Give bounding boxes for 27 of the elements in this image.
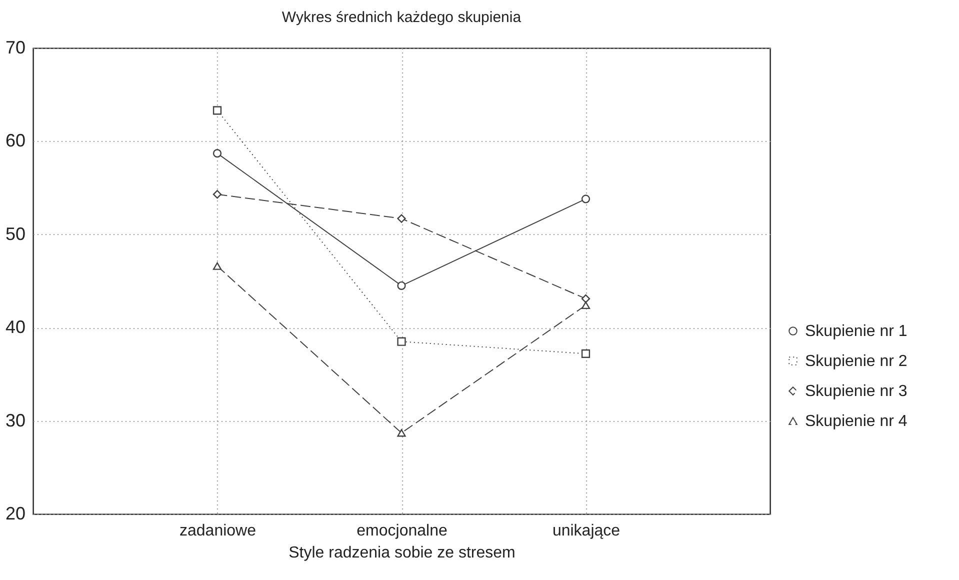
legend-label: Skupienie nr 2 (805, 353, 908, 370)
legend-label: Skupienie nr 3 (805, 383, 908, 400)
legend-label: Skupienie nr 1 (805, 323, 908, 340)
point (581, 294, 590, 304)
x-tick-label: emocjonalne (356, 522, 448, 540)
point (581, 349, 590, 358)
x-tick-label: zadaniowe (180, 522, 256, 540)
point (397, 281, 406, 290)
y-tick-label: 30 (5, 410, 26, 430)
x-axis-title: Style radzenia sobie ze stresem (288, 544, 516, 562)
point (212, 149, 222, 158)
chart-title: Wykres średnich każdego skupienia (282, 9, 522, 26)
point (397, 429, 406, 437)
y-tick-label: 70 (5, 38, 26, 58)
point (212, 190, 222, 199)
point (212, 262, 222, 270)
point (581, 194, 590, 204)
y-tick-label: 50 (5, 224, 26, 244)
y-tick-label: 60 (5, 130, 26, 151)
point (581, 301, 590, 310)
y-tick-label: 20 (5, 504, 26, 524)
y-tick-label: 40 (5, 317, 26, 338)
legend-label: Skupienie nr 4 (805, 413, 908, 430)
x-tick-label: unikające (552, 522, 620, 540)
point (212, 106, 222, 115)
point (397, 214, 406, 223)
point (397, 337, 406, 346)
